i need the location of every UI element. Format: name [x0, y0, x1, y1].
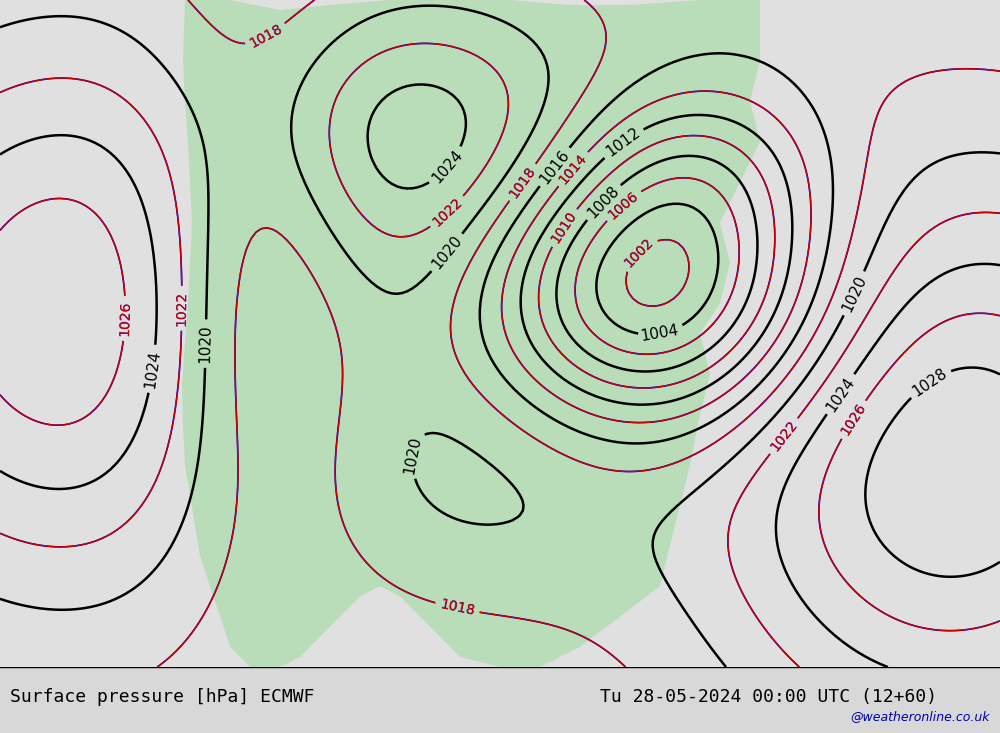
Text: Tu 28-05-2024 00:00 UTC (12+60): Tu 28-05-2024 00:00 UTC (12+60) [600, 688, 937, 706]
Text: 1026: 1026 [838, 401, 869, 438]
Text: 1022: 1022 [768, 418, 800, 454]
PathPatch shape [182, 0, 760, 667]
Text: 1022: 1022 [430, 195, 465, 229]
Text: 1022: 1022 [768, 418, 800, 454]
Text: 1026: 1026 [118, 301, 133, 336]
Text: 1020: 1020 [839, 273, 869, 314]
Text: 1022: 1022 [430, 195, 465, 229]
Text: 1018: 1018 [247, 22, 285, 51]
Text: 1022: 1022 [175, 291, 189, 326]
Text: 1014: 1014 [556, 151, 590, 187]
Text: 1018: 1018 [247, 22, 285, 51]
Text: 1010: 1010 [548, 209, 579, 246]
Text: 1020: 1020 [402, 435, 424, 475]
Text: 1002: 1002 [622, 235, 656, 270]
Text: 1010: 1010 [548, 209, 579, 246]
Text: 1024: 1024 [429, 147, 466, 186]
Text: 1016: 1016 [537, 147, 572, 187]
Text: 1008: 1008 [584, 183, 622, 221]
Text: 1018: 1018 [439, 597, 476, 619]
Text: 1020: 1020 [198, 324, 214, 363]
Text: 1024: 1024 [143, 349, 163, 389]
Text: 1012: 1012 [603, 125, 643, 160]
Text: 1014: 1014 [556, 151, 590, 187]
Text: 1018: 1018 [439, 597, 476, 619]
Text: Surface pressure [hPa] ECMWF: Surface pressure [hPa] ECMWF [10, 688, 314, 706]
Text: 1026: 1026 [118, 301, 133, 336]
Text: 1006: 1006 [605, 188, 641, 222]
Text: 1018: 1018 [507, 164, 539, 201]
Text: 1018: 1018 [507, 164, 539, 201]
Text: @weatheronline.co.uk: @weatheronline.co.uk [850, 710, 990, 723]
Text: 1026: 1026 [838, 401, 869, 438]
Text: 1028: 1028 [910, 365, 950, 399]
Text: 1024: 1024 [823, 374, 858, 414]
Text: 1006: 1006 [605, 188, 641, 222]
Text: 1022: 1022 [175, 291, 189, 326]
Text: 1004: 1004 [640, 323, 680, 345]
Text: 1020: 1020 [429, 233, 465, 273]
Text: 1002: 1002 [622, 235, 656, 270]
